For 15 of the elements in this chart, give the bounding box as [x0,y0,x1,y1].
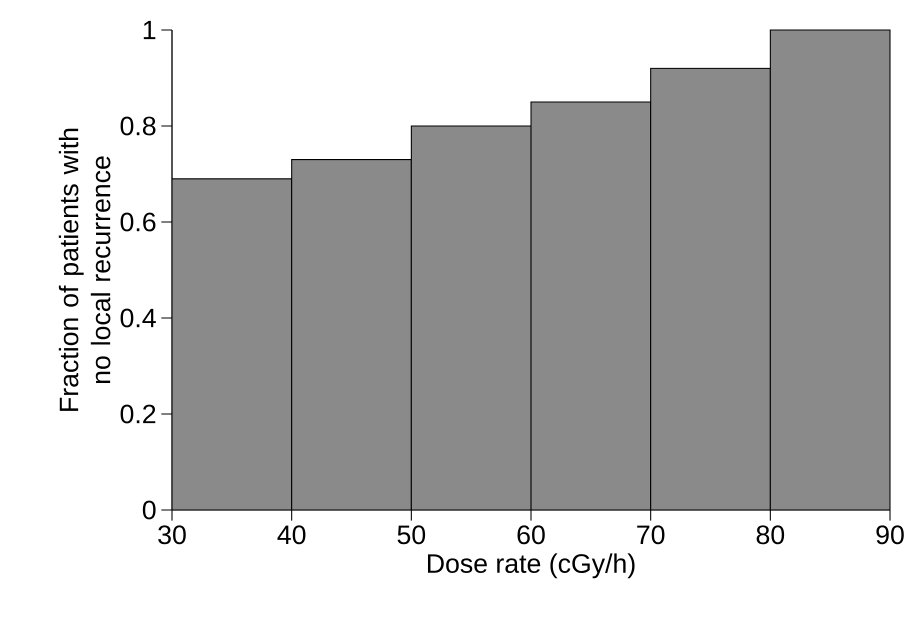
y-tick-label: 0.8 [120,116,156,136]
y-tick-label: 0.2 [120,404,156,424]
y-tick-label: 0 [142,500,156,520]
x-axis-title: Dose rate (cGy/h) [428,553,635,578]
y-tick-label: 0.4 [120,308,156,328]
x-tick-label: 90 [876,525,904,544]
x-tick-label: 80 [756,525,784,544]
y-tick-label: 0.6 [120,212,156,232]
x-tick-label: 30 [158,525,186,544]
x-tick-label: 40 [277,525,306,544]
x-tick-label: 50 [398,525,426,544]
y-axis-title: Fraction of patients with no local recurrence [58,128,110,411]
y-tick-label: 1 [144,20,156,40]
x-tick-label: 70 [637,525,664,544]
x-tick-label: 60 [518,525,545,544]
